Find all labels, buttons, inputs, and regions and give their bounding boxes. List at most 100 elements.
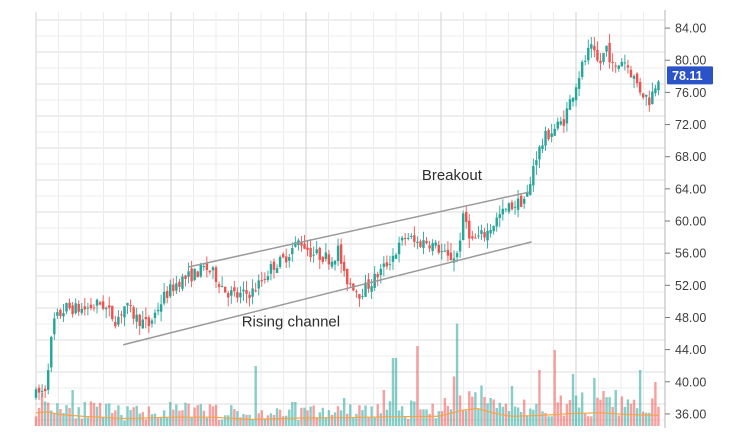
volume-bar — [580, 392, 584, 426]
candle-body — [251, 288, 254, 297]
volume-bar — [638, 370, 642, 426]
price-tick-label: 52.00 — [675, 279, 706, 293]
volume-bar — [251, 419, 254, 426]
volume-bar — [648, 412, 651, 426]
volume-bar — [379, 413, 382, 426]
volume-bar — [156, 418, 160, 426]
candle-body — [303, 243, 306, 249]
volume-bar — [217, 419, 221, 426]
candle-body — [129, 304, 132, 306]
candle-body — [620, 61, 624, 67]
volume-bar — [227, 415, 230, 426]
candle-body — [486, 230, 489, 241]
volume-bar — [242, 414, 245, 426]
volume-bar — [144, 419, 148, 426]
candle-body — [498, 214, 501, 218]
volume-bar — [202, 410, 206, 426]
volume-bar — [352, 417, 355, 426]
candle-body — [144, 317, 148, 320]
candle-body — [53, 318, 56, 335]
volume-bar — [223, 415, 227, 426]
volume-bar — [373, 417, 376, 426]
price-tick-label: 68.00 — [675, 150, 706, 164]
candle-body — [205, 262, 209, 271]
volume-bar — [388, 401, 392, 426]
last-price-tag[interactable]: 78.11 — [667, 66, 713, 85]
candle-body — [556, 121, 559, 129]
candle-body — [80, 308, 83, 313]
candle-body — [480, 230, 483, 234]
grid — [35, 12, 665, 426]
volume-bar — [98, 402, 102, 426]
candle-body — [217, 284, 221, 287]
volume-bar — [651, 398, 654, 426]
candle-body — [526, 192, 529, 197]
volume-bar — [150, 414, 154, 426]
volume-bar — [449, 409, 453, 426]
candle-body — [165, 290, 169, 299]
candle-body — [95, 299, 99, 306]
volume-bar — [53, 413, 56, 426]
candle-body — [370, 286, 373, 292]
candle-body — [123, 306, 126, 318]
volume-bar — [397, 410, 401, 426]
volume-bar — [507, 411, 511, 426]
volume-bar — [187, 403, 190, 426]
volume-bar — [300, 407, 303, 426]
volume-bar — [162, 410, 166, 426]
volume-bar — [641, 411, 645, 426]
volume-bar — [416, 346, 419, 426]
volume-bar — [284, 415, 288, 426]
volume-bar — [355, 413, 358, 426]
candle-body — [413, 235, 416, 242]
price-tick-label: 48.00 — [675, 311, 706, 325]
volume-bar — [135, 405, 138, 426]
volume-bar — [303, 407, 306, 426]
volume-bar — [550, 416, 553, 426]
candle-body — [294, 242, 297, 247]
candle-body — [175, 283, 178, 291]
candle-body — [443, 250, 447, 252]
candle-body — [364, 282, 367, 297]
candle-body — [269, 264, 273, 274]
candle-body — [309, 247, 312, 258]
price-tick-label: 72.00 — [675, 118, 706, 132]
candle-body — [608, 43, 611, 63]
candle-body — [422, 240, 425, 248]
volume-bar — [56, 403, 59, 426]
candle-body — [461, 213, 465, 241]
volume-bar — [532, 409, 535, 426]
volume-bar — [349, 404, 352, 426]
volume-bar — [364, 405, 367, 426]
candle-body — [574, 87, 578, 101]
volume-bar — [333, 412, 337, 426]
volume-bar — [583, 413, 587, 426]
volume-bar — [120, 415, 123, 426]
candle-body — [62, 312, 65, 317]
candle-body — [629, 69, 633, 78]
volume-bar — [367, 416, 370, 426]
volume-bar — [181, 410, 184, 426]
candle-body — [580, 61, 584, 77]
candle-body — [614, 65, 617, 67]
volume-bar — [440, 411, 444, 426]
volume-bar — [260, 410, 264, 426]
candle-body — [403, 237, 407, 239]
candle-body — [172, 284, 175, 291]
volume-bar — [385, 409, 389, 426]
candle-body — [233, 287, 236, 292]
volume-moving-average-line — [35, 407, 659, 421]
candle-body — [318, 247, 321, 260]
candle-body — [153, 312, 157, 319]
candle-body — [138, 314, 141, 327]
candle-body — [330, 261, 334, 267]
candle-body — [449, 252, 453, 261]
candle-body — [635, 73, 639, 84]
volume-bar — [278, 409, 282, 426]
volume-bar — [190, 416, 193, 426]
candle-body — [361, 296, 364, 298]
volume-bar — [309, 406, 312, 426]
candle-body — [220, 286, 224, 288]
candle-body — [254, 290, 257, 292]
volume-bar — [294, 402, 297, 426]
